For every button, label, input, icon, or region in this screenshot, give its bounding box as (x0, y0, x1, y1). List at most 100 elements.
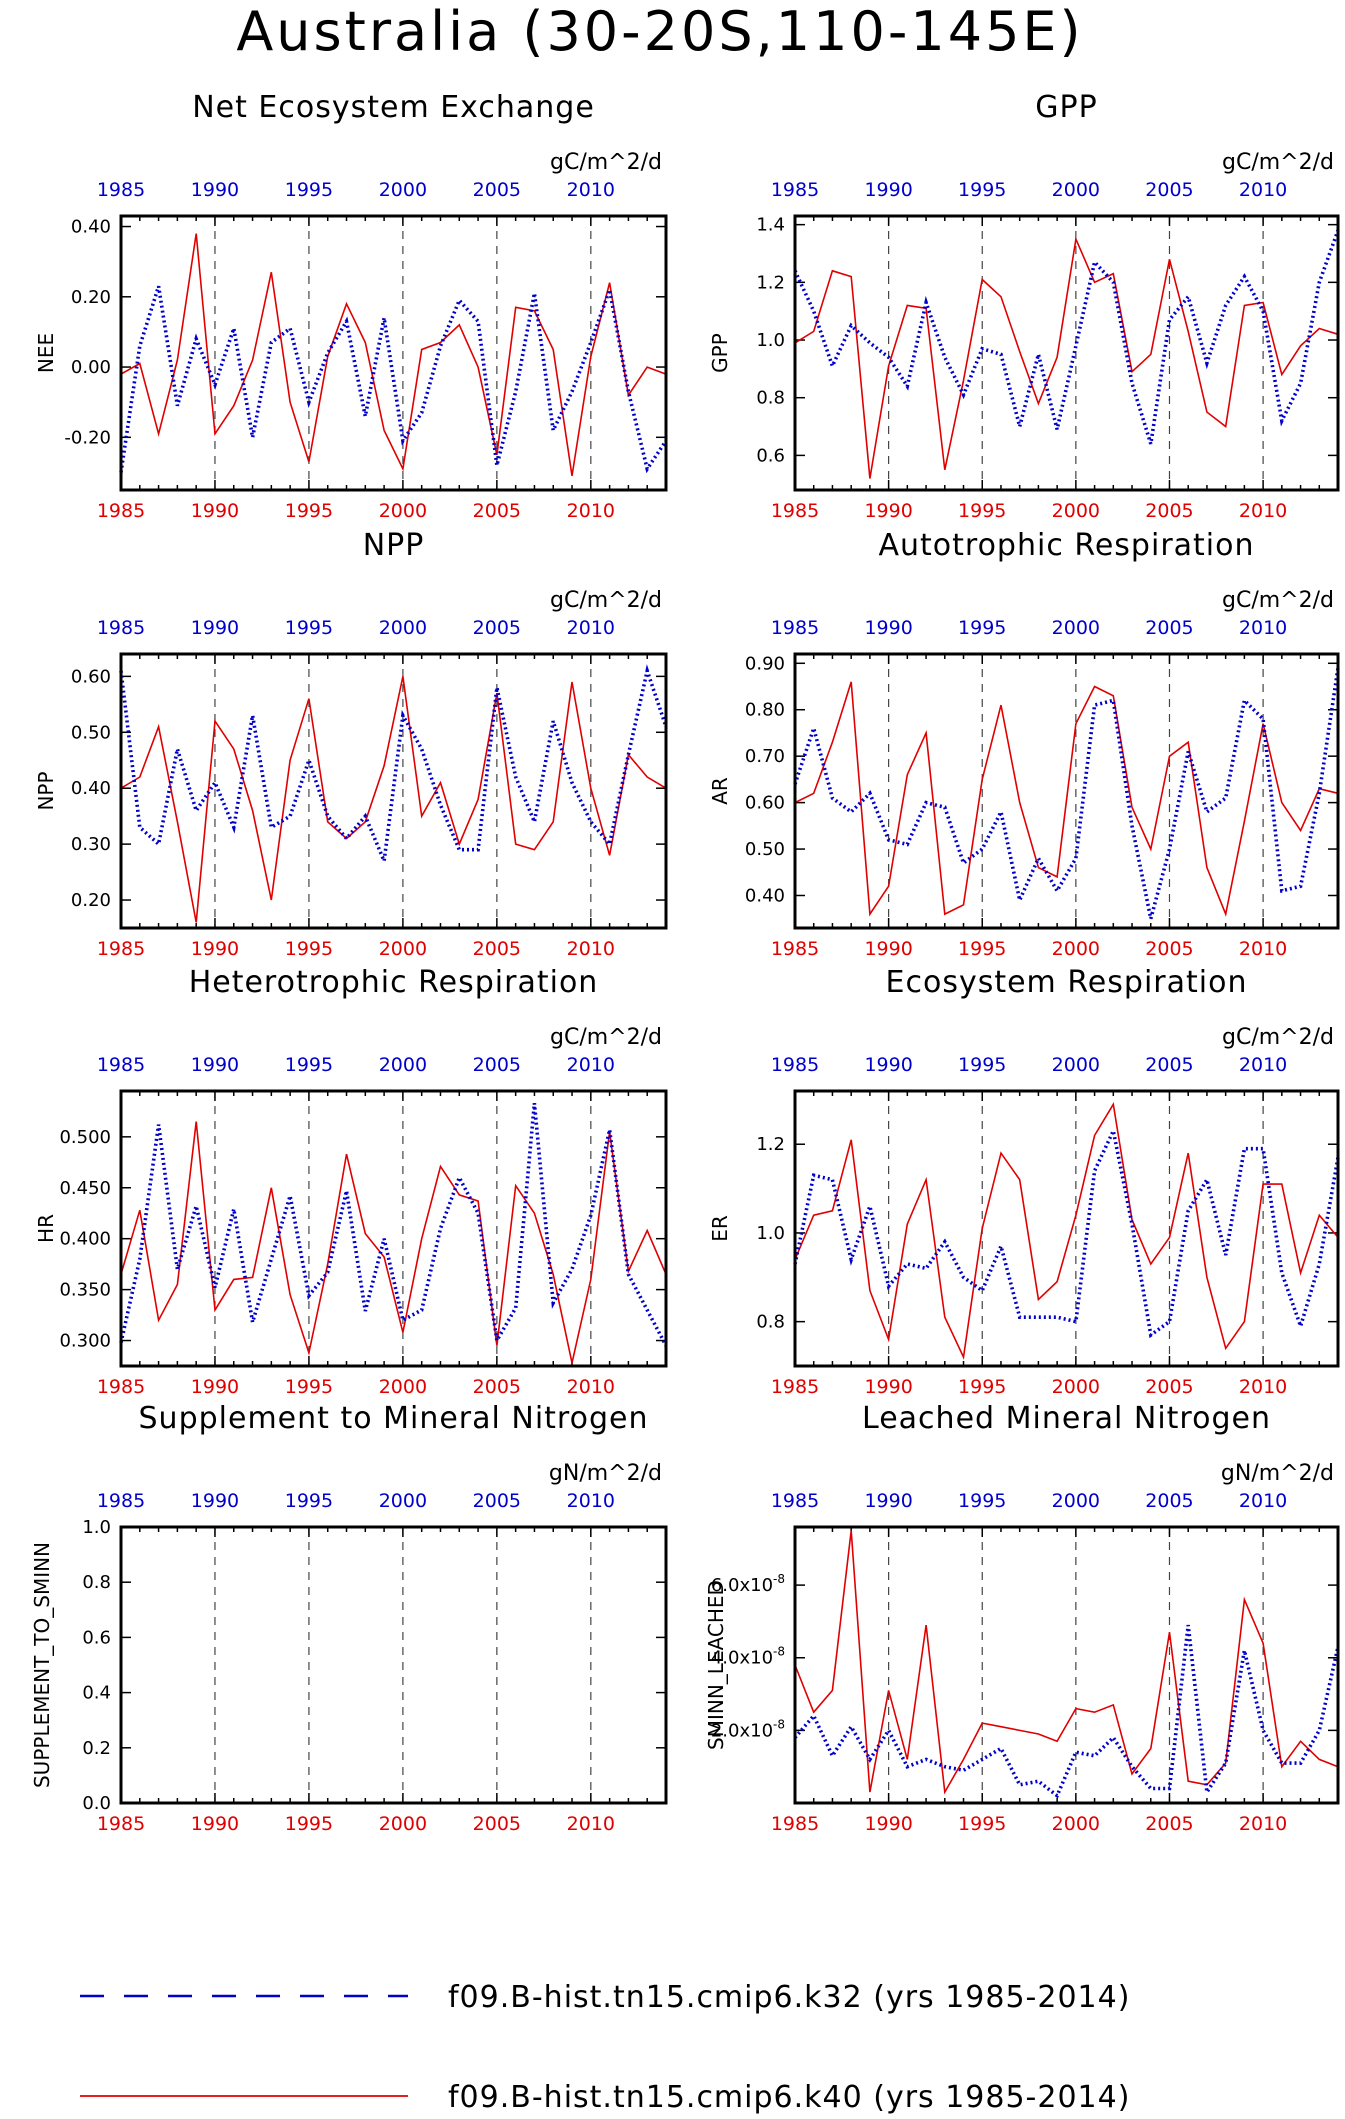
x-tick-label-top: 2000 (379, 1054, 427, 1076)
x-tick-label-top: 1990 (191, 617, 239, 639)
x-tick-label-bottom: 1990 (864, 500, 912, 522)
y-tick-label: 0.60 (71, 666, 111, 687)
series-line-k40 (120, 676, 667, 923)
y-tick-label: 0.2 (82, 1738, 111, 1759)
x-tick-label-bottom: 2000 (1052, 1813, 1100, 1835)
x-tick-label-top: 1990 (864, 1054, 912, 1076)
x-tick-label-top: 1990 (864, 617, 912, 639)
y-tick-label: 0.500 (59, 1127, 111, 1148)
panel-supplement-to-sminn: Supplement to Mineral Nitrogen gN/m^2/d 19… (30, 1401, 668, 1835)
x-tick-label-bottom: 2000 (379, 938, 427, 960)
x-tick-label-top: 1995 (285, 1054, 333, 1076)
x-tick-label-bottom: 1995 (958, 938, 1006, 960)
x-tick-label-top: 1990 (864, 1490, 912, 1512)
x-tick-label-top: 2000 (379, 1490, 427, 1512)
plot-frame (119, 1525, 668, 1805)
series-line-k40 (120, 233, 667, 477)
x-tick-label-top: 2000 (1052, 617, 1100, 639)
plot-frame (119, 652, 668, 930)
x-tick-label-top: 2000 (1052, 179, 1100, 201)
x-tick-label-bottom: 1995 (285, 938, 333, 960)
x-tick-label-top: 2000 (1052, 1490, 1100, 1512)
series-line-k40 (794, 681, 1339, 917)
plot-frame (793, 1525, 1340, 1805)
y-tick-label: 0.20 (71, 890, 111, 911)
x-tick-label-bottom: 2005 (1145, 938, 1193, 960)
legend: f09.B-hist.tn15.cmip6.k32 (yrs 1985-2014… (80, 1980, 1129, 2115)
x-tick-label-top: 1995 (285, 617, 333, 639)
x-tick-label-top: 1985 (771, 1490, 819, 1512)
y-tick-label: 0.450 (59, 1178, 111, 1199)
x-tick-label-bottom: 2000 (1052, 1376, 1100, 1398)
y-tick-label: 1.0 (756, 330, 785, 351)
x-tick-label-bottom: 2010 (1239, 500, 1287, 522)
x-tick-label-bottom: 1985 (97, 1813, 145, 1835)
x-tick-label-bottom: 1985 (771, 500, 819, 522)
series-line-k40 (794, 1102, 1339, 1360)
x-tick-label-bottom: 1990 (864, 1813, 912, 1835)
x-tick-label-bottom: 2010 (1239, 938, 1287, 960)
x-tick-label-top: 2010 (567, 617, 615, 639)
y-tick-label: 0.40 (71, 778, 111, 799)
x-tick-label-bottom: 2000 (379, 1813, 427, 1835)
x-tick-label-top: 2000 (379, 179, 427, 201)
y-tick-label: 1.0 (82, 1517, 111, 1538)
x-tick-label-top: 1985 (97, 617, 145, 639)
x-tick-label-top: 2010 (1239, 1054, 1287, 1076)
x-tick-label-top: 1985 (97, 179, 145, 201)
panel-npp: NPP gC/m^2/d 1985 1985 1990 1990 1995 1995 2000 2… (34, 528, 668, 960)
x-tick-label-top: 2010 (1239, 617, 1287, 639)
x-tick-label-top: 2005 (1145, 1054, 1193, 1076)
x-tick-label-top: 2005 (1145, 179, 1193, 201)
figure-title: Australia (30-20S,110-145E) (236, 0, 1083, 63)
x-tick-label-top: 1985 (97, 1054, 145, 1076)
x-tick-label-bottom: 1995 (958, 500, 1006, 522)
x-tick-label-top: 2005 (473, 617, 521, 639)
x-tick-label-top: 1985 (771, 617, 819, 639)
x-tick-label-top: 2010 (1239, 1490, 1287, 1512)
x-tick-label-bottom: 2010 (1239, 1376, 1287, 1398)
x-tick-label-bottom: 2005 (1145, 500, 1193, 522)
panel-ar: Autotrophic Respiration gC/m^2/d 1985 1985 1… (708, 528, 1340, 960)
x-tick-label-top: 1985 (771, 179, 819, 201)
series-line-k32 (793, 229, 1340, 445)
x-tick-label-bottom: 1995 (958, 1376, 1006, 1398)
x-tick-label-bottom: 2000 (1052, 938, 1100, 960)
x-tick-label-bottom: 1990 (191, 1376, 239, 1398)
x-tick-label-top: 2005 (1145, 1490, 1193, 1512)
x-tick-label-bottom: 1990 (191, 500, 239, 522)
x-tick-label-bottom: 2010 (567, 1376, 615, 1398)
plot-frame (793, 652, 1340, 930)
y-tick-label: 0.8 (756, 1312, 785, 1333)
units-label: gC/m^2/d (550, 588, 662, 613)
series-line-k32 (793, 1624, 1340, 1799)
y-tick-label: 0.8 (82, 1572, 111, 1593)
x-tick-label-bottom: 1995 (285, 500, 333, 522)
y-tick-label: 1.4 (756, 215, 785, 236)
y-tick-label: 6.0x10-8 (711, 1572, 785, 1596)
x-tick-label-bottom: 2000 (1052, 500, 1100, 522)
x-tick-label-bottom: 1985 (97, 500, 145, 522)
x-tick-label-bottom: 1990 (864, 938, 912, 960)
series-line-k40 (794, 1530, 1339, 1795)
x-tick-label-top: 1990 (191, 179, 239, 201)
series-line-k32 (119, 664, 668, 868)
x-tick-label-bottom: 1985 (771, 1813, 819, 1835)
y-tick-label: 0.00 (71, 357, 111, 378)
panel-er: Ecosystem Respiration gC/m^2/d 1985 1985 199… (708, 965, 1340, 1398)
y-tick-label: 2.0x10-8 (711, 1717, 785, 1741)
y-tick-label: 1.0 (756, 1223, 785, 1244)
series-line-k40 (794, 236, 1339, 479)
x-tick-label-top: 2005 (1145, 617, 1193, 639)
x-tick-label-bottom: 2010 (567, 1813, 615, 1835)
plot-frame (793, 1089, 1340, 1368)
x-tick-label-top: 2005 (473, 179, 521, 201)
plot-frame (119, 214, 668, 492)
x-tick-label-top: 2000 (379, 617, 427, 639)
units-label: gC/m^2/d (550, 1025, 662, 1050)
y-axis-label: ER (708, 1215, 732, 1242)
x-tick-label-top: 1995 (958, 617, 1006, 639)
y-tick-label: 0.40 (71, 217, 111, 238)
panel-sminn-leached: Leached Mineral Nitrogen gN/m^2/d 1985 1985… (704, 1401, 1340, 1835)
